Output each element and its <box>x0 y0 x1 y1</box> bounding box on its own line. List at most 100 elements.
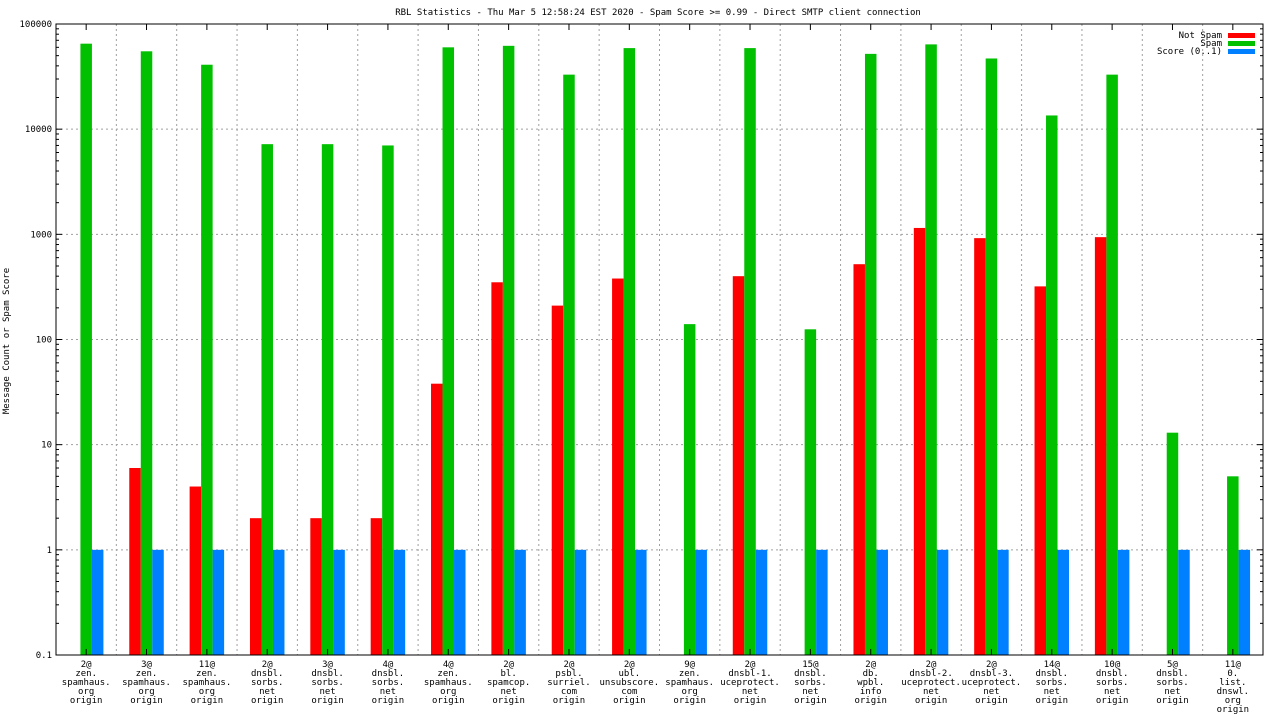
bar-spam <box>261 144 273 655</box>
x-tick-label: 2@ dnsbl-2. uceprotect. net origin <box>901 660 961 706</box>
bar-spam <box>80 43 92 655</box>
x-tick-label-line: com <box>621 687 637 697</box>
bar-score <box>91 549 104 655</box>
x-tick-label-line: net <box>319 687 335 697</box>
x-tick-label-line: spamhaus. <box>122 678 171 688</box>
x-tick-label-line: net <box>923 687 939 697</box>
bar-spam <box>985 58 998 655</box>
bar-score <box>574 549 587 655</box>
x-tick-label-line: origin <box>492 696 525 706</box>
bar-not-spam <box>189 486 202 655</box>
bar-spam <box>201 64 213 655</box>
x-tick-label-line: origin <box>1096 696 1129 706</box>
y-tick-label: 1 <box>47 546 52 556</box>
x-tick-label-line: 3@ <box>322 660 333 670</box>
x-tick-label-line: zen. <box>679 669 701 679</box>
x-tick-label-line: 2@ <box>262 660 273 670</box>
bar-not-spam <box>853 264 865 655</box>
x-tick-label-line: 15@ <box>802 660 819 670</box>
bar-score <box>1117 549 1130 655</box>
bar-spam <box>140 51 153 656</box>
x-tick-label-line: org <box>1225 696 1241 706</box>
x-tick-label-line: bl. <box>500 669 516 679</box>
x-tick-label-line: origin <box>553 696 586 706</box>
bar-spam <box>744 48 756 655</box>
x-tick-label-line: net <box>380 687 396 697</box>
x-tick-label-line: dnsbl-1. <box>728 669 771 679</box>
x-tick-label-line: 14@ <box>1044 660 1061 670</box>
bar-score <box>755 549 768 655</box>
y-tick-label: 1000 <box>30 230 52 240</box>
x-tick-label-line: net <box>500 687 516 697</box>
bars <box>80 43 1251 656</box>
x-tick-label-line: origin <box>191 696 224 706</box>
bar-score <box>212 549 225 655</box>
x-tick-label-line: dnsbl. <box>1096 669 1129 679</box>
bar-not-spam <box>249 518 262 655</box>
x-tick-label-line: origin <box>251 696 284 706</box>
x-tick-label: 11@ 0. list. dnswl. org origin <box>1217 660 1250 715</box>
x-tick-label-line: origin <box>794 696 827 706</box>
bar-not-spam <box>431 383 443 655</box>
bar-score <box>876 549 888 655</box>
x-tick-label-line: origin <box>673 696 706 706</box>
x-tick-label-line: origin <box>130 696 163 706</box>
legend-swatch <box>1228 49 1255 54</box>
x-tick-label-line: info <box>860 687 882 697</box>
bar-score <box>152 549 164 655</box>
y-axis-label: Message Count or Spam Score <box>2 268 12 414</box>
x-tick-label-line: net <box>802 687 818 697</box>
x-tick-label-line: dnsbl-3. <box>970 669 1013 679</box>
bar-score <box>333 549 345 655</box>
y-tick-label: 10000 <box>25 125 52 135</box>
legend-swatch <box>1228 41 1255 46</box>
bar-spam <box>321 144 334 655</box>
x-tick-label-line: origin <box>432 696 465 706</box>
x-tick-label-line: origin <box>613 696 646 706</box>
bar-score <box>393 549 406 655</box>
x-tick-label-line: zen. <box>437 669 459 679</box>
bar-not-spam <box>1094 237 1107 655</box>
bar-score <box>816 549 828 655</box>
x-tick-label-line: dnsbl. <box>251 669 284 679</box>
x-tick-label: 2@ dnsbl-3. uceprotect. net origin <box>962 660 1022 706</box>
bar-spam <box>1227 476 1239 655</box>
x-tick-label-line: 4@ <box>443 660 454 670</box>
bar-not-spam <box>370 518 383 655</box>
x-tick-label-line: com <box>561 687 577 697</box>
bar-spam <box>563 74 575 655</box>
x-tick-label-line: sorbs. <box>251 678 284 688</box>
x-tick-label-line: 2@ <box>564 660 575 670</box>
bar-not-spam <box>551 305 564 655</box>
x-tick-label-line: list. <box>1219 678 1246 688</box>
x-tick-label-line: zen. <box>75 669 97 679</box>
bar-score <box>635 549 647 655</box>
bar-score <box>1178 549 1190 655</box>
bar-spam <box>864 53 877 655</box>
x-tick-label-line: 9@ <box>684 660 695 670</box>
x-tick-label-line: spamhaus. <box>182 678 231 688</box>
x-tick-label-line: origin <box>372 696 405 706</box>
x-tick-label-line: unsubscore. <box>600 678 660 688</box>
x-tick-label-line: origin <box>854 696 887 706</box>
x-tick-label-line: sorbs. <box>1156 678 1189 688</box>
x-tick-label-line: uceprotect. <box>962 678 1022 688</box>
y-tick-label: 0.1 <box>36 651 52 661</box>
bar-not-spam <box>913 227 926 655</box>
bar-spam <box>382 145 394 655</box>
x-tick-label: 11@ zen. spamhaus. org origin <box>182 660 231 706</box>
x-tick-label-line: spamhaus. <box>62 678 111 688</box>
x-tick-label: 10@ dnsbl. sorbs. net origin <box>1096 660 1129 706</box>
bar-score <box>1238 549 1251 655</box>
x-tick-label-line: 2@ <box>986 660 997 670</box>
bar-score <box>454 549 466 655</box>
axis-ticks: 0.1 1 10 100 1000 10000 100000 <box>19 20 1263 661</box>
x-tick-label-line: dnsbl. <box>311 669 344 679</box>
x-tick-label-line: db. <box>863 669 879 679</box>
x-tick-label-line: sorbs. <box>372 678 405 688</box>
x-tick-label-line: sorbs. <box>1036 678 1069 688</box>
x-tick-label-line: psbl. <box>555 669 582 679</box>
x-tick-label-line: origin <box>1156 696 1189 706</box>
x-tick-label: 3@ zen. spamhaus. org origin <box>122 660 171 706</box>
